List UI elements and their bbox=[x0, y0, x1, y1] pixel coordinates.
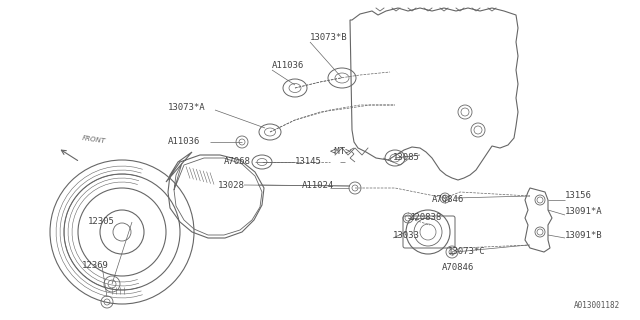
Text: A11036: A11036 bbox=[272, 60, 304, 69]
Text: 13085: 13085 bbox=[393, 154, 420, 163]
Text: A013001182: A013001182 bbox=[574, 300, 620, 309]
Text: A70846: A70846 bbox=[442, 263, 474, 273]
Text: 12305: 12305 bbox=[88, 218, 115, 227]
Text: A11036: A11036 bbox=[168, 138, 200, 147]
Text: 13145: 13145 bbox=[295, 157, 322, 166]
Text: A7068: A7068 bbox=[224, 157, 251, 166]
Text: 13073*C: 13073*C bbox=[448, 247, 486, 257]
Text: 13073*B: 13073*B bbox=[310, 34, 348, 43]
Text: 13033: 13033 bbox=[393, 230, 420, 239]
Text: A11024: A11024 bbox=[302, 180, 334, 189]
Text: 13091*A: 13091*A bbox=[565, 207, 603, 217]
Text: 13028: 13028 bbox=[218, 180, 245, 189]
Text: 13073*A: 13073*A bbox=[168, 103, 205, 113]
Text: J20838: J20838 bbox=[409, 213, 441, 222]
Text: 13091*B: 13091*B bbox=[565, 230, 603, 239]
Text: FRONT: FRONT bbox=[82, 135, 106, 145]
Text: 13156: 13156 bbox=[565, 191, 592, 201]
Text: <MT>: <MT> bbox=[330, 148, 351, 156]
Text: 12369: 12369 bbox=[82, 261, 109, 270]
Text: A70846: A70846 bbox=[432, 195, 464, 204]
